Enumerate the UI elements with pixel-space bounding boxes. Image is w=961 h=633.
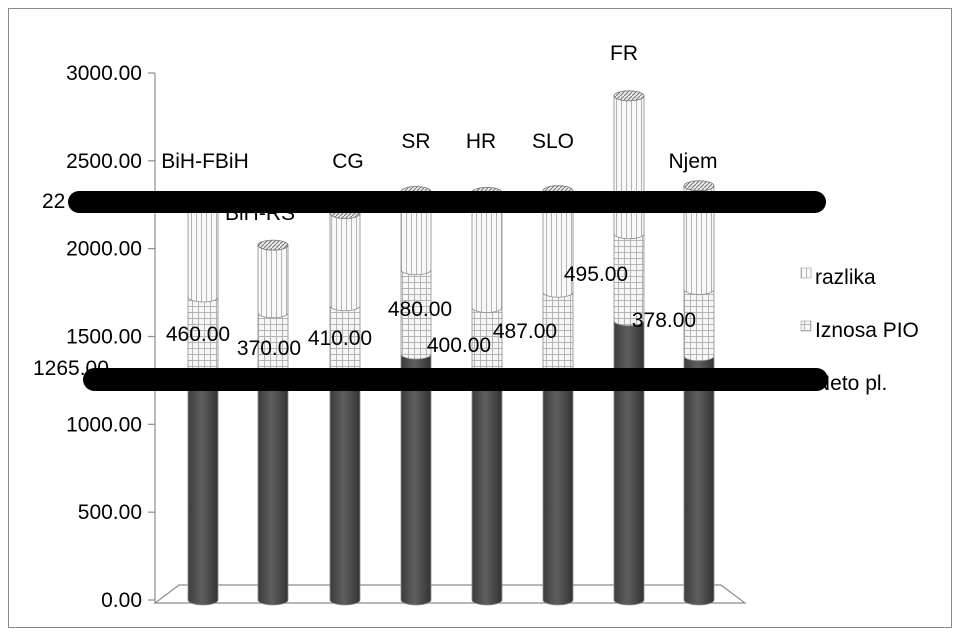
redaction-bar — [68, 191, 826, 213]
bar-segment — [187, 377, 219, 606]
data-label: 480.00 — [388, 298, 452, 321]
legend-item: Iznosa PIO — [800, 319, 919, 342]
bar-segment — [613, 95, 645, 240]
category-label: SLO — [532, 130, 574, 153]
chart-frame — [8, 8, 952, 628]
bar-stack — [400, 186, 432, 606]
bar-segment — [400, 269, 432, 360]
bar-segment — [329, 213, 361, 312]
bar-segment — [542, 190, 574, 298]
y-tick-label: 1500.00 — [66, 326, 142, 349]
category-label: FR — [610, 42, 638, 65]
data-label: 410.00 — [308, 327, 372, 350]
category-label: BiH-FBiH — [161, 150, 249, 173]
bar-top-cap — [613, 90, 645, 102]
bar-stack — [471, 187, 503, 606]
bar-top-cap — [257, 239, 289, 251]
legend-label: Neto pl. — [815, 372, 887, 395]
category-label: CG — [332, 150, 364, 173]
y-tick-label: 2000.00 — [66, 238, 142, 261]
bar-segment — [471, 377, 503, 606]
bar-segment — [257, 244, 289, 319]
bar-stack — [257, 239, 289, 606]
bar-top-cap — [683, 180, 715, 192]
bar-stack — [542, 185, 574, 606]
bar-segment — [683, 289, 715, 362]
y-tick-label: 2500.00 — [66, 150, 142, 173]
data-label: 378.00 — [632, 309, 696, 332]
data-label: 495.00 — [564, 263, 628, 286]
bar-stack — [613, 90, 645, 606]
legend-label: razlika — [815, 266, 876, 289]
bar-segment — [400, 353, 432, 606]
y-tick-label: 0.00 — [101, 589, 142, 612]
legend-swatch — [800, 320, 812, 332]
category-label: SR — [401, 130, 430, 153]
y-tick-label: 500.00 — [78, 501, 142, 524]
annotation-label: 22 — [42, 190, 65, 213]
bar-stack — [329, 208, 361, 606]
category-label: HR — [466, 130, 496, 153]
bar-stack — [187, 200, 219, 606]
bar-segment — [329, 377, 361, 606]
data-label: 460.00 — [166, 323, 230, 346]
bar-segment — [471, 192, 503, 313]
y-tick-label: 1000.00 — [66, 413, 142, 436]
legend-item: razlika — [800, 266, 876, 289]
bar-stack — [683, 180, 715, 606]
data-label: 400.00 — [427, 334, 491, 357]
data-label: 370.00 — [237, 337, 301, 360]
bar-segment — [683, 355, 715, 606]
y-tick-label: 3000.00 — [66, 62, 142, 85]
category-label: Njem — [668, 150, 717, 173]
bar-segment — [187, 205, 219, 303]
data-label: 487.00 — [493, 320, 557, 343]
bar-segment — [613, 320, 645, 606]
chart-floor — [153, 584, 747, 604]
legend-label: Iznosa PIO — [815, 319, 919, 342]
legend-swatch — [800, 267, 812, 279]
bar-segment — [613, 233, 645, 327]
redaction-bar — [83, 368, 828, 391]
bar-segment — [542, 377, 574, 606]
bar-segment — [257, 377, 289, 606]
